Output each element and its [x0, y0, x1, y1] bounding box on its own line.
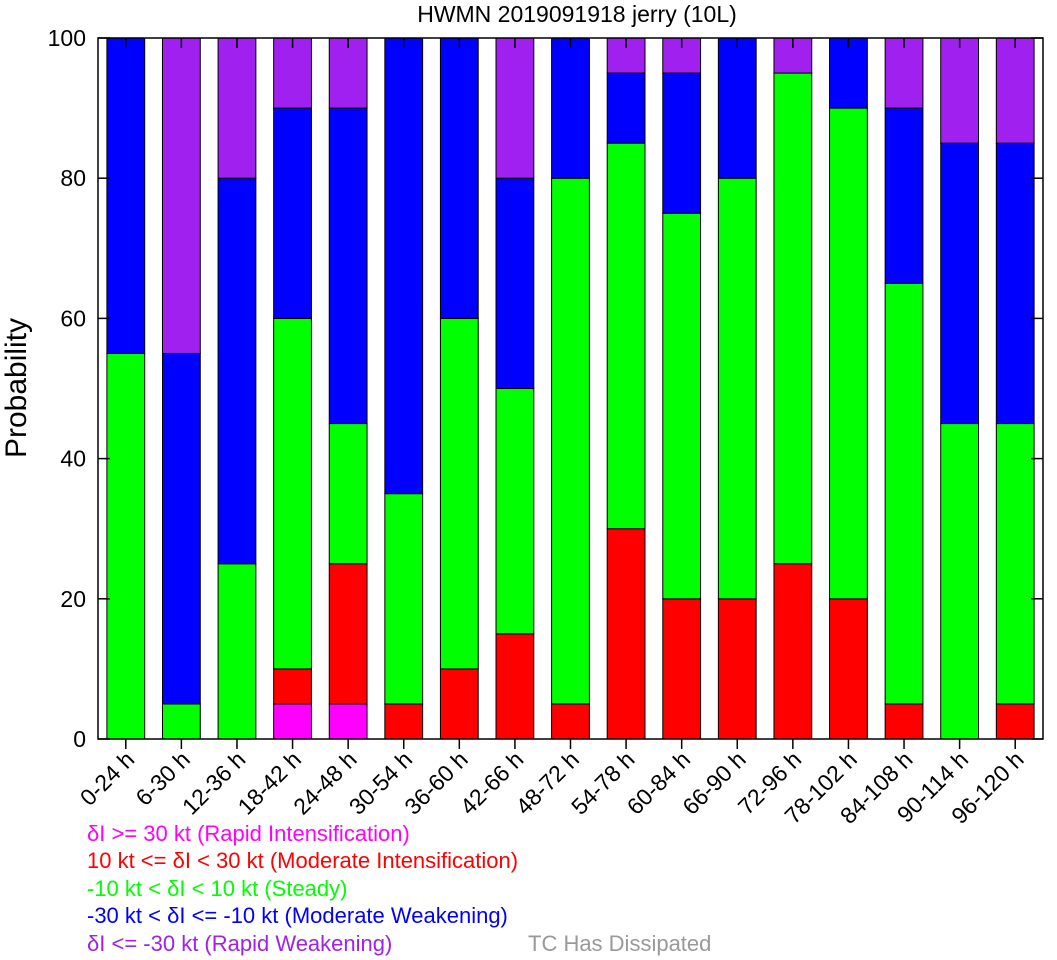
bar-segment — [439, 668, 479, 740]
bar-segment — [328, 563, 368, 705]
bar-segment — [273, 317, 312, 670]
bar-segment — [884, 37, 924, 109]
bar-segment — [717, 37, 757, 179]
bar-segment — [884, 703, 924, 740]
bar-segment — [773, 563, 813, 740]
bar-segment — [884, 107, 924, 284]
bar-segment — [217, 37, 257, 179]
bar-segment — [106, 352, 146, 740]
bar-segment — [717, 177, 757, 600]
bar-segment — [662, 598, 702, 740]
legend-item-steady: -10 kt < δI < 10 kt (Steady) — [87, 876, 348, 901]
y-axis-label: Probability — [0, 318, 33, 458]
bar-segment — [717, 598, 757, 740]
bar-segment — [995, 37, 1035, 144]
bar-segment — [551, 703, 590, 740]
bar-segment — [606, 142, 646, 530]
y-tick-label: 0 — [73, 726, 86, 752]
bar-segment — [384, 703, 424, 740]
bar-segment — [161, 703, 201, 740]
bar-segment — [328, 37, 368, 109]
bar-segment — [273, 37, 312, 109]
bar-segment — [995, 142, 1035, 425]
bar-segment — [995, 423, 1035, 705]
bar-segment — [829, 37, 868, 109]
bar-segment — [940, 423, 980, 740]
bar-segment — [273, 703, 312, 740]
bar-segment — [940, 142, 980, 425]
bar-segment — [940, 37, 980, 144]
y-tick-label: 60 — [60, 305, 86, 331]
y-tick-label: 20 — [60, 586, 86, 612]
bar-segment — [106, 37, 146, 354]
bar-segment — [495, 37, 535, 179]
bar-segment — [495, 177, 535, 389]
bar-segment — [161, 352, 201, 705]
legend-item-dissipated: TC Has Dissipated — [528, 931, 712, 956]
bar-segment — [995, 703, 1035, 740]
bar-segment — [439, 317, 479, 670]
legend-item-rapid-weakening: δI <= -30 kt (Rapid Weakening) — [87, 931, 393, 956]
legend-item-rapid-intensification: δI >= 30 kt (Rapid Intensification) — [87, 821, 410, 846]
bar-segment — [328, 423, 368, 565]
bar-segment — [161, 37, 201, 354]
y-tick-label: 80 — [60, 165, 86, 191]
bar-segment — [662, 212, 702, 600]
x-tick-label: 0-24 h — [75, 746, 140, 811]
bar-segment — [217, 177, 257, 565]
y-tick-label: 100 — [48, 25, 86, 51]
bar-segment — [384, 493, 424, 705]
bar-segment — [495, 633, 535, 740]
bar-segment — [495, 388, 535, 635]
bar-segment — [384, 37, 424, 495]
bars-group — [106, 37, 1035, 740]
bar-segment — [273, 107, 312, 319]
bar-segment — [328, 107, 368, 425]
legend-item-moderate-intensification: 10 kt <= δI < 30 kt (Moderate Intensific… — [87, 848, 519, 873]
bar-segment — [551, 177, 590, 705]
bar-segment — [273, 668, 312, 705]
bar-segment — [551, 37, 590, 179]
bar-segment — [606, 528, 646, 740]
bar-segment — [829, 598, 868, 740]
bar-segment — [662, 72, 702, 214]
legend-item-moderate-weakening: -30 kt < δI <= -10 kt (Moderate Weakenin… — [87, 903, 508, 928]
bar-segment — [439, 37, 479, 319]
bar-segment — [829, 107, 868, 600]
chart-title: HWMN 2019091918 jerry (10L) — [417, 1, 737, 27]
bar-segment — [773, 72, 813, 565]
bar-segment — [606, 72, 646, 144]
bar-segment — [328, 703, 368, 740]
bar-segment — [884, 282, 924, 705]
bar-segment — [217, 563, 257, 740]
y-tick-label: 40 — [60, 446, 86, 472]
